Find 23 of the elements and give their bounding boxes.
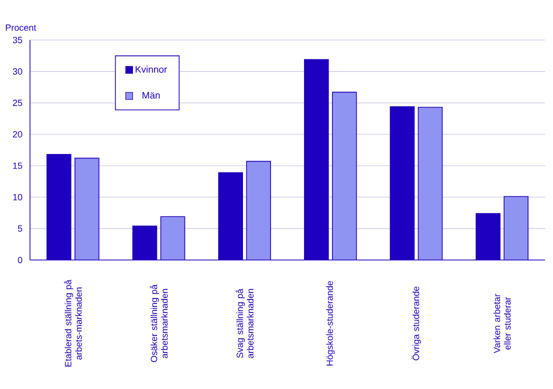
x-tick-label: Svag ställning på arbetsmarknaden [236, 288, 254, 358]
bar [74, 158, 99, 260]
y-tick-label: 0 [18, 256, 22, 264]
y-tick-label: 25 [12, 100, 22, 106]
x-tick-label: Högskole-studerande [326, 281, 335, 366]
x-tick-label: Osäker ställning på arbetsmarknaden [150, 284, 168, 362]
x-tick-label: Etablerad ställning på arbets-marknaden [64, 280, 82, 366]
y-tick-label: 30 [12, 68, 22, 75]
y-tick-label: 20 [12, 131, 22, 138]
bar [418, 107, 442, 260]
y-tick-label: 15 [13, 162, 22, 169]
x-tick-label: Varken arbetar eller studerar [494, 294, 511, 354]
y-tick-label: 5 [18, 225, 22, 232]
bar [160, 216, 185, 260]
y-tick-label: 10 [13, 194, 22, 200]
bar [504, 196, 528, 260]
legend-label: Kvinnor [136, 66, 168, 73]
bar [246, 161, 271, 260]
y-tick-label: 35 [12, 36, 22, 44]
legend-label: Män [142, 92, 160, 99]
y-axis-title: Procent [6, 24, 36, 31]
bar [332, 92, 356, 260]
x-tick-label: Övriga studerande [412, 286, 421, 360]
